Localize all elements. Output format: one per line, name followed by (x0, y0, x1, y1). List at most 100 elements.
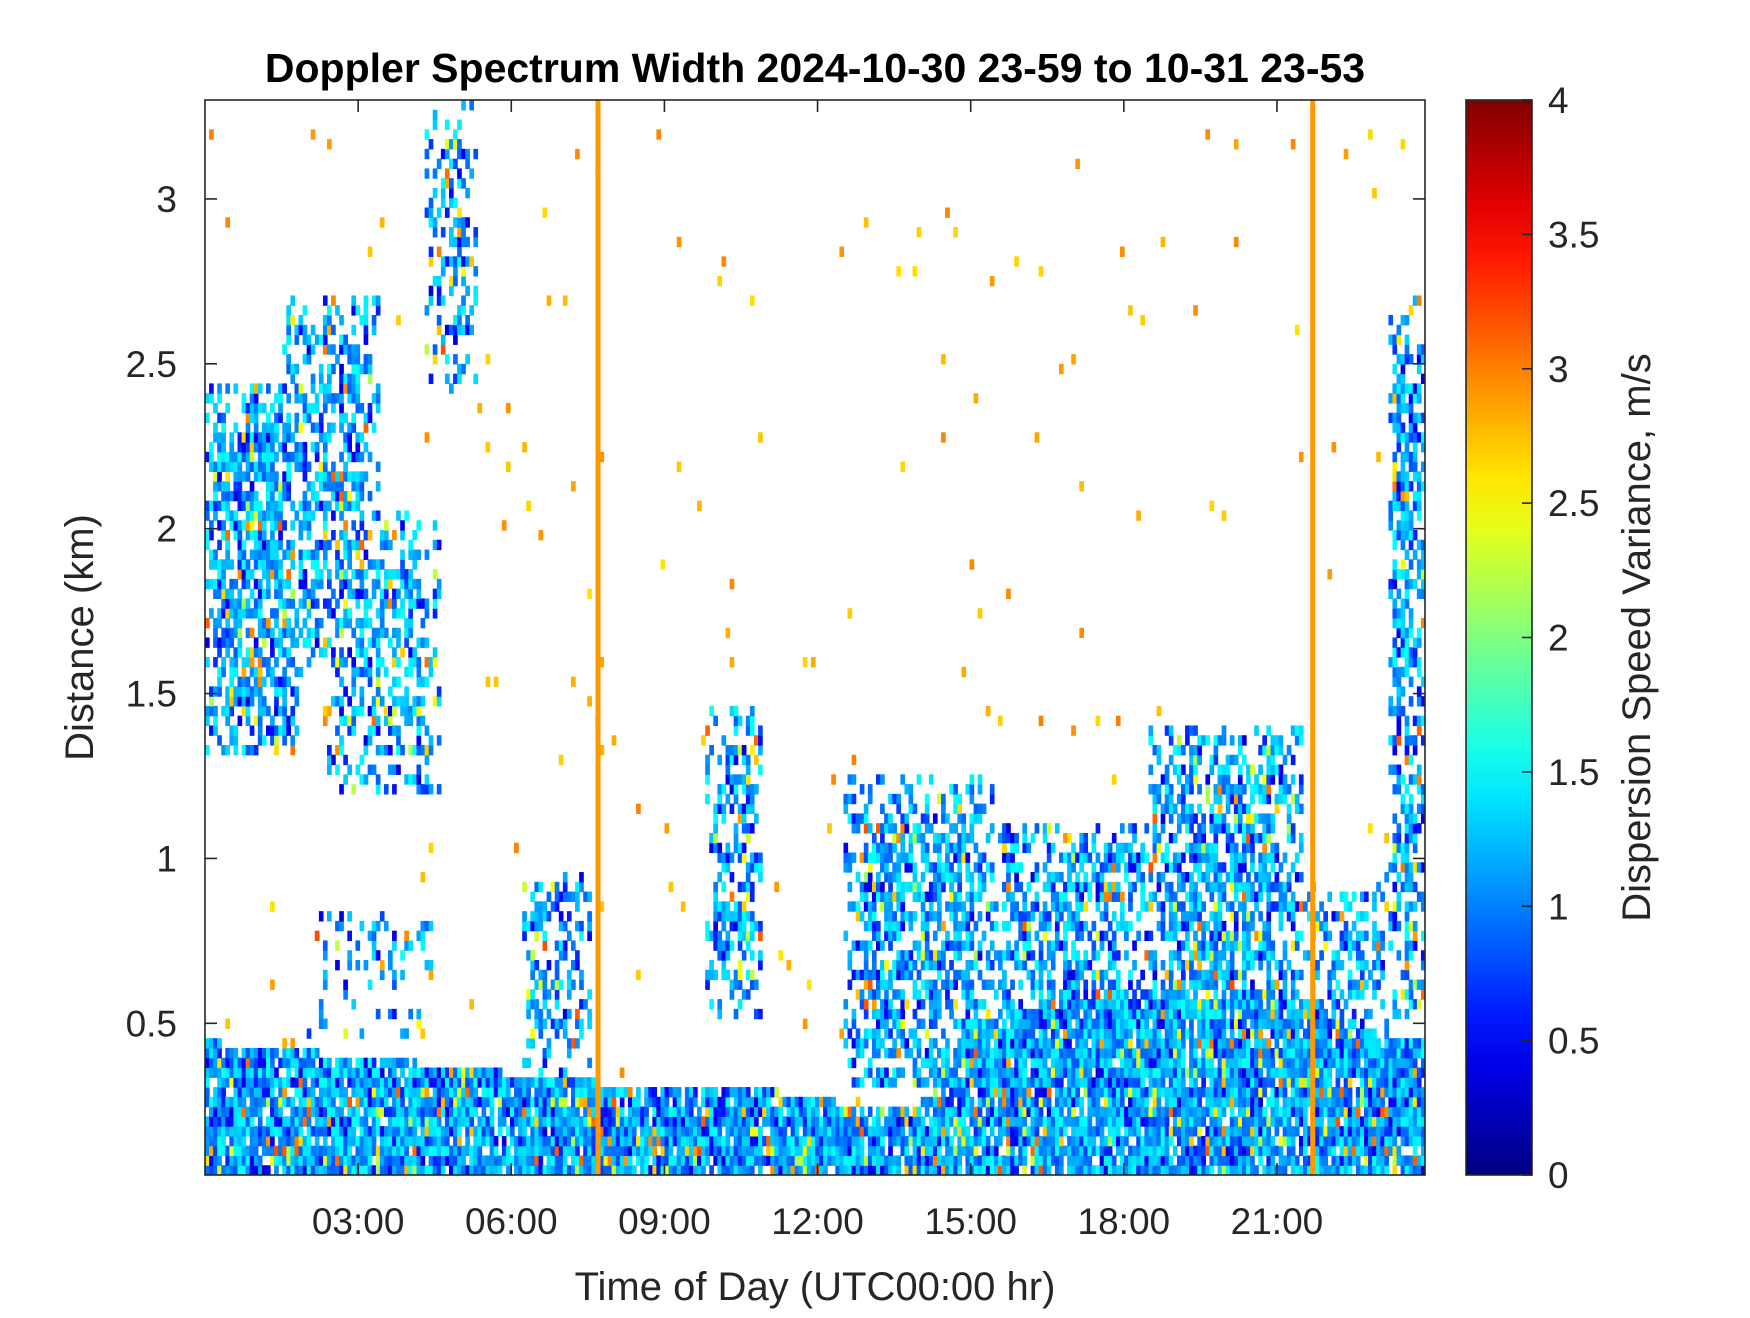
heatmap-cell (766, 1106, 771, 1117)
heatmap-cell (1046, 1018, 1052, 1030)
heatmap-cell (282, 1145, 287, 1157)
heatmap-cell (400, 1067, 405, 1078)
heatmap-cell (266, 1077, 271, 1088)
heatmap-cell (1042, 920, 1048, 932)
heatmap-cell (941, 1028, 946, 1039)
heatmap-cell (623, 1135, 629, 1147)
heatmap-cell (233, 520, 239, 531)
heatmap-cell (408, 666, 413, 678)
heatmap-cell (367, 1077, 373, 1088)
heatmap-cell (1042, 1057, 1048, 1069)
heatmap-cell (1042, 862, 1048, 873)
heatmap-cell (949, 1087, 954, 1098)
heatmap-cell (1067, 1135, 1072, 1147)
heatmap-cell (432, 354, 438, 365)
heatmap-cell (876, 852, 881, 863)
heatmap-cell (1079, 1018, 1084, 1030)
heatmap-cell (404, 1077, 409, 1088)
heatmap-cell (400, 1155, 405, 1166)
heatmap-cell (347, 1145, 352, 1157)
heatmap-cell (453, 129, 458, 140)
heatmap-cell (225, 402, 230, 414)
heatmap-cell (871, 1028, 877, 1039)
heatmap-cell (941, 1096, 946, 1108)
heatmap-cell (758, 950, 763, 961)
heatmap-cell (449, 1106, 454, 1117)
heatmap-cell (1083, 1018, 1089, 1030)
heatmap-cell (375, 647, 381, 658)
heatmap-cell (843, 1126, 849, 1137)
heatmap-cell (278, 393, 283, 404)
heatmap-cell (989, 1087, 995, 1098)
heatmap-cell (400, 705, 405, 717)
heatmap-cell (705, 793, 710, 805)
heatmap-cell (331, 471, 336, 482)
heatmap-cell (424, 549, 430, 560)
heatmap-cell (424, 920, 430, 932)
heatmap-cell (205, 1116, 210, 1127)
heatmap-cell (351, 1126, 357, 1137)
heatmap-cell (1054, 1028, 1060, 1039)
heatmap-cell (688, 1096, 694, 1108)
heatmap-cell (949, 1145, 954, 1157)
heatmap-cell (375, 1106, 381, 1117)
heatmap-cell (884, 1165, 889, 1175)
heatmap-cell (880, 1165, 885, 1175)
heatmap-cell (969, 960, 975, 971)
heatmap-cell (1091, 1135, 1097, 1147)
heatmap-cell (355, 471, 361, 482)
heatmap-cell (473, 1165, 479, 1175)
heatmap-cell (989, 1077, 995, 1088)
heatmap-cell (274, 481, 279, 492)
heatmap-cell (1107, 1028, 1113, 1039)
heatmap-cell (1059, 989, 1064, 1000)
heatmap-cell (900, 774, 906, 785)
heatmap-cell (1075, 901, 1080, 912)
heatmap-cell (941, 881, 946, 893)
heatmap-cell (461, 266, 466, 277)
heatmap-cell (400, 1028, 405, 1039)
heatmap-cell (432, 1077, 438, 1088)
heatmap-cell (314, 393, 320, 404)
heatmap-cell (636, 803, 641, 815)
heatmap-cell (302, 510, 308, 521)
heatmap-cell (249, 647, 255, 658)
heatmap-cell (322, 969, 328, 981)
heatmap-cell (306, 412, 312, 424)
heatmap-cell (1006, 891, 1011, 902)
heatmap-cell (798, 1096, 804, 1108)
heatmap-cell (396, 1096, 401, 1108)
heatmap-cell (802, 657, 808, 668)
heatmap-cell (1063, 1096, 1068, 1108)
heatmap-cell (522, 1155, 527, 1166)
heatmap-cell (558, 1087, 564, 1098)
heatmap-cell (554, 940, 560, 951)
heatmap-cell (981, 1077, 987, 1088)
heatmap-cell (676, 1087, 682, 1098)
heatmap-cell (721, 784, 727, 795)
heatmap-cell (941, 1135, 946, 1147)
heatmap-cell (359, 686, 365, 697)
heatmap-cell (237, 500, 243, 512)
heatmap-cell (286, 315, 291, 326)
heatmap-cell (213, 1047, 218, 1059)
heatmap-cell (335, 617, 340, 629)
heatmap-cell (302, 1047, 308, 1059)
heatmap-cell (542, 1018, 548, 1030)
heatmap-cell (355, 1135, 361, 1147)
heatmap-cell (339, 344, 344, 355)
heatmap-cell (314, 1165, 320, 1175)
heatmap-cell (205, 617, 210, 629)
heatmap-cell (1042, 1155, 1048, 1166)
heatmap-cell (937, 1155, 942, 1166)
heatmap-cell (249, 393, 255, 404)
heatmap-cell (302, 1096, 308, 1108)
heatmap-cell (412, 578, 418, 590)
heatmap-cell (229, 1155, 235, 1166)
heatmap-cell (302, 461, 308, 472)
heatmap-cell (725, 1165, 731, 1175)
heatmap-cell (514, 1145, 519, 1157)
heatmap-cell (322, 1165, 328, 1175)
heatmap-cell (912, 862, 918, 873)
heatmap-cell (461, 1165, 466, 1175)
